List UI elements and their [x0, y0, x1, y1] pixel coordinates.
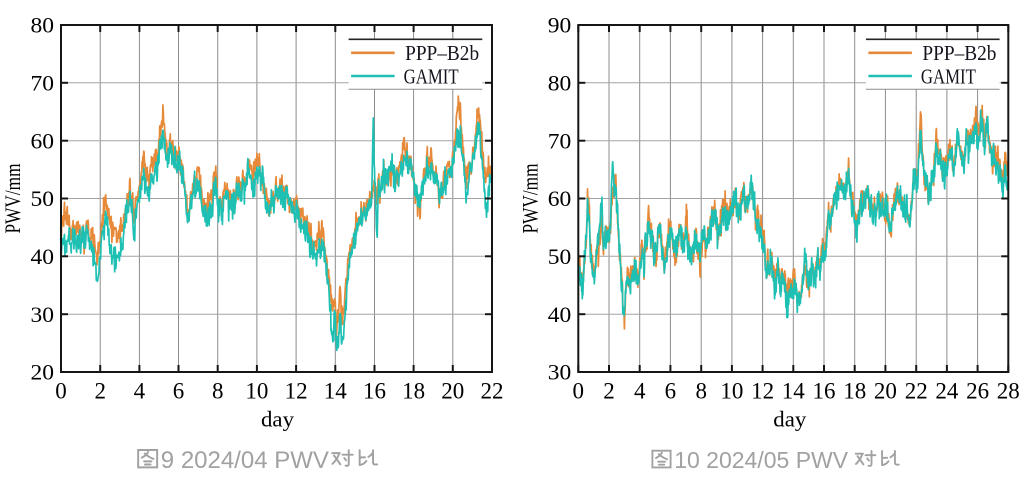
svg-text:4: 4: [634, 379, 646, 404]
svg-text:2: 2: [603, 379, 615, 404]
svg-text:90: 90: [548, 13, 572, 38]
svg-text:80: 80: [31, 13, 55, 38]
svg-text:20: 20: [441, 379, 464, 404]
svg-text:PWV/mm: PWV/mm: [0, 164, 25, 234]
svg-text:70: 70: [31, 70, 55, 95]
svg-text:6: 6: [665, 379, 677, 404]
svg-text:18: 18: [843, 379, 866, 404]
svg-text:12: 12: [751, 379, 774, 404]
svg-text:6: 6: [173, 379, 185, 404]
svg-text:20: 20: [874, 379, 897, 404]
svg-text:20: 20: [31, 360, 55, 385]
svg-text:0: 0: [573, 379, 585, 404]
svg-text:50: 50: [548, 244, 572, 269]
svg-text:40: 40: [31, 244, 55, 269]
svg-text:18: 18: [402, 379, 425, 404]
svg-text:70: 70: [548, 128, 572, 153]
svg-text:GAMIT: GAMIT: [921, 65, 976, 89]
svg-text:22: 22: [481, 379, 504, 404]
svg-text:24: 24: [935, 379, 959, 404]
svg-text:10 2024/05 PWV: 10 2024/05 PWV: [674, 447, 849, 473]
svg-text:10: 10: [720, 379, 743, 404]
svg-text:PWV/mm: PWV/mm: [517, 164, 542, 234]
svg-text:30: 30: [31, 302, 55, 327]
svg-text:PPP–B2b: PPP–B2b: [922, 41, 996, 65]
svg-text:26: 26: [966, 379, 989, 404]
svg-text:50: 50: [31, 186, 55, 211]
svg-text:9 2024/04 PWV: 9 2024/04 PWV: [161, 447, 329, 474]
svg-text:PPP–B2b: PPP–B2b: [405, 41, 479, 65]
svg-text:40: 40: [548, 302, 572, 327]
svg-text:60: 60: [31, 128, 55, 153]
svg-text:60: 60: [548, 186, 572, 211]
svg-text:30: 30: [548, 360, 572, 385]
svg-text:GAMIT: GAMIT: [404, 65, 459, 89]
svg-text:0: 0: [55, 379, 67, 404]
svg-text:16: 16: [363, 379, 386, 404]
svg-text:28: 28: [997, 379, 1020, 404]
svg-text:8: 8: [695, 379, 707, 404]
svg-text:2: 2: [94, 379, 106, 404]
svg-text:80: 80: [548, 70, 572, 95]
svg-text:day: day: [773, 407, 806, 432]
svg-text:10: 10: [245, 379, 268, 404]
svg-text:14: 14: [324, 379, 348, 404]
svg-text:22: 22: [905, 379, 928, 404]
svg-text:4: 4: [134, 379, 146, 404]
svg-text:14: 14: [782, 379, 806, 404]
svg-text:16: 16: [813, 379, 836, 404]
svg-text:8: 8: [212, 379, 224, 404]
svg-text:day: day: [261, 407, 294, 432]
svg-text:12: 12: [285, 379, 308, 404]
